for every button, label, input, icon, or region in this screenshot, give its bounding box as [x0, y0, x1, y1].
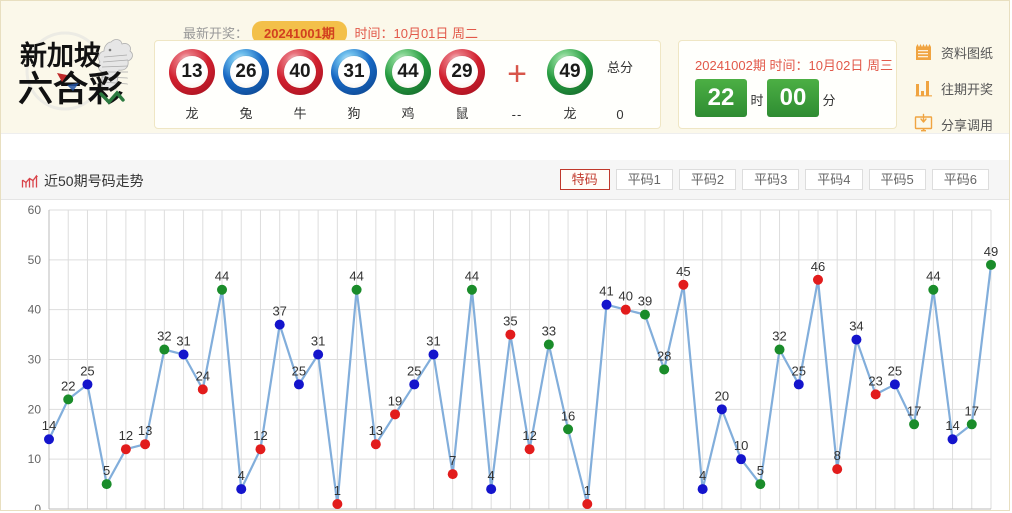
svg-text:39: 39 — [638, 294, 652, 309]
svg-text:25: 25 — [888, 363, 902, 378]
svg-text:40: 40 — [28, 303, 42, 317]
svg-text:44: 44 — [926, 269, 940, 284]
svg-text:33: 33 — [542, 324, 556, 339]
svg-text:13: 13 — [138, 423, 152, 438]
svg-text:六合彩: 六合彩 — [18, 70, 123, 109]
svg-text:25: 25 — [292, 363, 306, 378]
svg-text:5: 5 — [103, 463, 110, 478]
svg-text:7: 7 — [449, 453, 456, 468]
svg-text:49: 49 — [984, 244, 998, 259]
svg-text:20: 20 — [28, 402, 42, 416]
svg-text:32: 32 — [157, 329, 171, 344]
svg-text:44: 44 — [465, 269, 479, 284]
svg-text:19: 19 — [388, 393, 402, 408]
svg-text:37: 37 — [272, 304, 286, 319]
svg-text:31: 31 — [176, 334, 190, 349]
svg-text:12: 12 — [253, 428, 267, 443]
svg-text:12: 12 — [522, 428, 536, 443]
svg-text:14: 14 — [42, 418, 56, 433]
svg-text:35: 35 — [503, 314, 517, 329]
svg-text:41: 41 — [599, 284, 613, 299]
svg-text:25: 25 — [792, 363, 806, 378]
svg-text:17: 17 — [965, 403, 979, 418]
svg-text:40: 40 — [618, 289, 632, 304]
svg-text:10: 10 — [28, 452, 42, 466]
svg-text:17: 17 — [907, 403, 921, 418]
svg-text:13: 13 — [369, 423, 383, 438]
svg-text:25: 25 — [407, 363, 421, 378]
svg-text:新加坡: 新加坡 — [20, 40, 101, 71]
svg-text:60: 60 — [28, 203, 42, 217]
svg-text:22: 22 — [61, 378, 75, 393]
svg-text:32: 32 — [772, 329, 786, 344]
svg-text:30: 30 — [28, 353, 42, 367]
svg-text:1: 1 — [334, 483, 341, 498]
svg-text:12: 12 — [119, 428, 133, 443]
svg-text:31: 31 — [311, 334, 325, 349]
svg-text:50: 50 — [28, 253, 42, 267]
svg-text:4: 4 — [488, 468, 495, 483]
svg-text:1: 1 — [584, 483, 591, 498]
svg-text:4: 4 — [238, 468, 245, 483]
svg-text:44: 44 — [215, 269, 229, 284]
svg-text:44: 44 — [349, 269, 363, 284]
svg-text:45: 45 — [676, 264, 690, 279]
svg-text:14: 14 — [945, 418, 959, 433]
svg-text:28: 28 — [657, 348, 671, 363]
svg-text:25: 25 — [80, 363, 94, 378]
svg-text:10: 10 — [734, 438, 748, 453]
svg-text:34: 34 — [849, 319, 863, 334]
svg-text:4: 4 — [699, 468, 706, 483]
svg-text:31: 31 — [426, 334, 440, 349]
svg-text:16: 16 — [561, 408, 575, 423]
svg-text:8: 8 — [834, 448, 841, 463]
svg-text:0: 0 — [34, 502, 41, 511]
svg-text:20: 20 — [715, 388, 729, 403]
svg-text:24: 24 — [196, 368, 210, 383]
svg-text:23: 23 — [868, 373, 882, 388]
svg-text:5: 5 — [757, 463, 764, 478]
svg-text:46: 46 — [811, 259, 825, 274]
